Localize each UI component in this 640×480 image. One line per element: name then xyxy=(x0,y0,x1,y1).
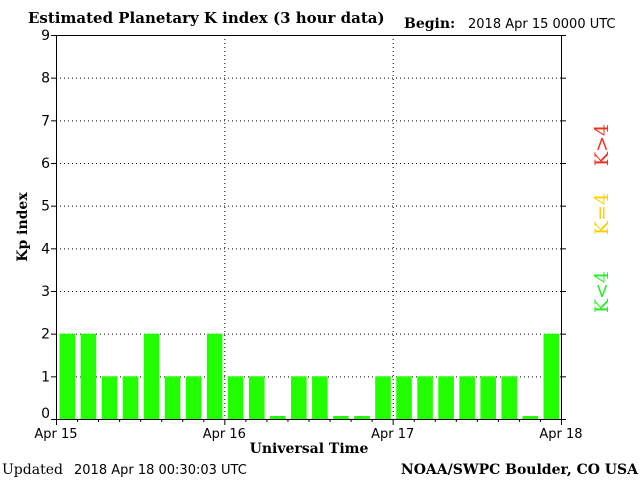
kp-bar xyxy=(269,416,286,419)
kp-bar xyxy=(122,376,139,419)
kp-bar xyxy=(248,376,265,419)
kp-bar xyxy=(396,376,412,419)
y-tick-label: 2 xyxy=(41,327,50,343)
y-tick-label: 7 xyxy=(41,113,50,129)
y-tick-label: 5 xyxy=(41,199,50,215)
bars xyxy=(59,333,560,419)
kp-bar xyxy=(101,376,118,419)
kp-bar xyxy=(333,416,349,419)
y-tick-label: 0 xyxy=(41,406,50,422)
legend-k-greater-4: K>4 xyxy=(591,124,613,166)
legend: K>4 K=4 K<4 xyxy=(591,124,613,313)
y-tick-label: 9 xyxy=(41,28,50,44)
updated-label: Updated xyxy=(2,462,63,478)
y-axis-label: Kp index xyxy=(15,192,31,262)
kp-bar xyxy=(291,376,307,419)
kp-bar xyxy=(459,376,475,419)
y-tick-label: 1 xyxy=(41,369,50,385)
kp-bar xyxy=(227,376,244,419)
kp-bar xyxy=(59,333,76,419)
y-tick-label: 4 xyxy=(41,241,50,257)
source-credit: NOAA/SWPC Boulder, CO USA xyxy=(401,462,639,478)
kp-bar xyxy=(354,416,370,419)
chart-title: Estimated Planetary K index (3 hour data… xyxy=(28,9,385,27)
y-tick-label: 3 xyxy=(41,284,50,300)
y-tick-label: 6 xyxy=(41,156,50,172)
grid-lines xyxy=(56,35,561,419)
x-axis-label: Universal Time xyxy=(250,441,369,457)
legend-k-equal-4: K=4 xyxy=(591,193,613,235)
kp-bar xyxy=(185,376,202,419)
updated-value: 2018 Apr 18 00:30:03 UTC xyxy=(74,463,247,478)
kp-bar xyxy=(312,376,328,419)
kp-bar xyxy=(501,376,518,419)
legend-k-less-4: K<4 xyxy=(591,271,613,313)
x-tick-label: Apr 15 xyxy=(34,427,77,442)
x-tick-labels: Apr 15 Apr 16 Apr 17 Apr 18 xyxy=(34,427,582,442)
kp-bar xyxy=(543,333,560,419)
x-tick-label: Apr 17 xyxy=(371,427,414,442)
kp-bar xyxy=(438,376,454,419)
axes xyxy=(51,35,566,425)
x-tick-label: Apr 18 xyxy=(539,427,582,442)
y-tick-labels: 0 1 2 3 4 5 6 7 8 9 xyxy=(41,28,50,422)
begin-label: Begin: xyxy=(404,16,455,32)
x-tick-label: Apr 16 xyxy=(203,427,246,442)
kp-bar xyxy=(206,333,223,419)
kp-bar xyxy=(80,333,97,419)
begin-value: 2018 Apr 15 0000 UTC xyxy=(468,17,616,32)
kp-bar xyxy=(480,376,496,419)
y-tick-label: 8 xyxy=(41,71,50,87)
kp-bar xyxy=(522,416,539,419)
kp-bar xyxy=(417,376,433,419)
kp-bar xyxy=(143,333,160,419)
kp-bar xyxy=(375,376,391,419)
kp-bar xyxy=(164,376,181,419)
